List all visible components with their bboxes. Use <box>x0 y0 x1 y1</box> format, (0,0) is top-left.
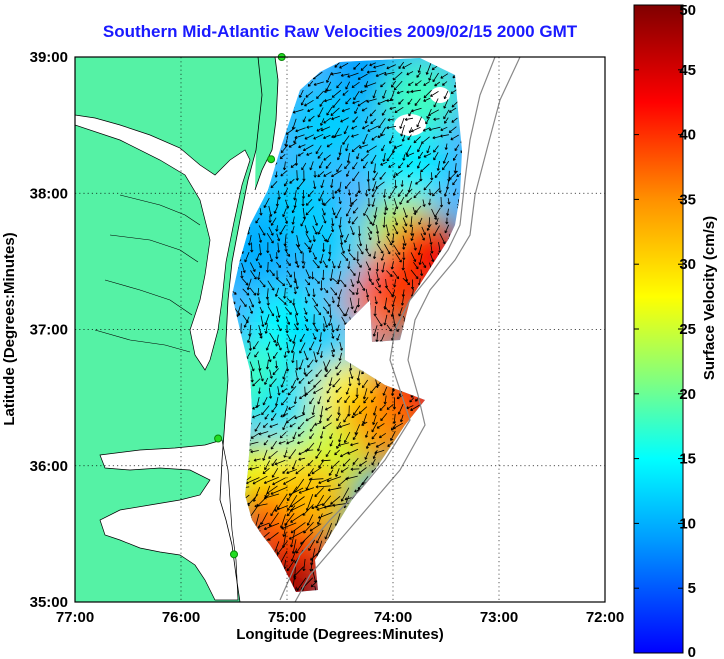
y-axis-label: Latitude (Degrees:Minutes) <box>1 232 18 425</box>
radar-station-1 <box>267 155 276 164</box>
colorbar-tick-label: 10 <box>679 515 696 532</box>
chart-title: Southern Mid-Atlantic Raw Velocities 200… <box>102 22 578 41</box>
colorbar-tick-label: 0 <box>688 644 696 659</box>
y-tick-label: 35:00 <box>30 594 68 611</box>
x-tick-labels: 77:00 76:00 75:00 74:00 73:00 72:00 <box>56 609 624 626</box>
colorbar-tick-label: 45 <box>679 62 696 79</box>
x-tick-label: 74:00 <box>374 609 412 626</box>
x-axis-label: Longitude (Degrees:Minutes) <box>236 626 444 643</box>
colorbar-tick-label: 35 <box>679 191 696 208</box>
grid <box>75 57 605 602</box>
x-tick-label: 77:00 <box>56 609 94 626</box>
colorbar-tick-label: 5 <box>688 580 696 597</box>
colorbar-tick-label: 20 <box>679 386 696 403</box>
y-tick-label: 36:00 <box>30 458 68 475</box>
y-tick-label: 39:00 <box>30 49 68 66</box>
colorbar <box>633 4 684 654</box>
colorbar-label: Surface Velocity (cm/s) <box>701 216 718 380</box>
y-tick-label: 38:00 <box>30 185 68 202</box>
colorbar-tick-label: 15 <box>679 451 696 468</box>
colorbar-tick-label: 50 <box>679 2 696 19</box>
velocity-region-21 <box>275 461 352 538</box>
colorbar-tick-labels: 0 5 10 15 20 25 30 35 40 45 50 <box>634 2 696 659</box>
y-tick-label: 37:00 <box>30 322 68 339</box>
colorbar-tick-label: 25 <box>679 321 696 338</box>
y-tick-labels: 39:00 38:00 37:00 36:00 35:00 <box>30 49 68 611</box>
colorbar-tick-label: 40 <box>679 127 696 144</box>
x-tick-label: 76:00 <box>162 609 200 626</box>
x-tick-label: 73:00 <box>480 609 518 626</box>
x-tick-label: 72:00 <box>586 609 624 626</box>
colorbar-tick-label: 30 <box>679 256 696 273</box>
radar-station-3 <box>230 550 238 559</box>
x-tick-label: 75:00 <box>268 609 306 626</box>
radar-station-2 <box>214 434 223 443</box>
